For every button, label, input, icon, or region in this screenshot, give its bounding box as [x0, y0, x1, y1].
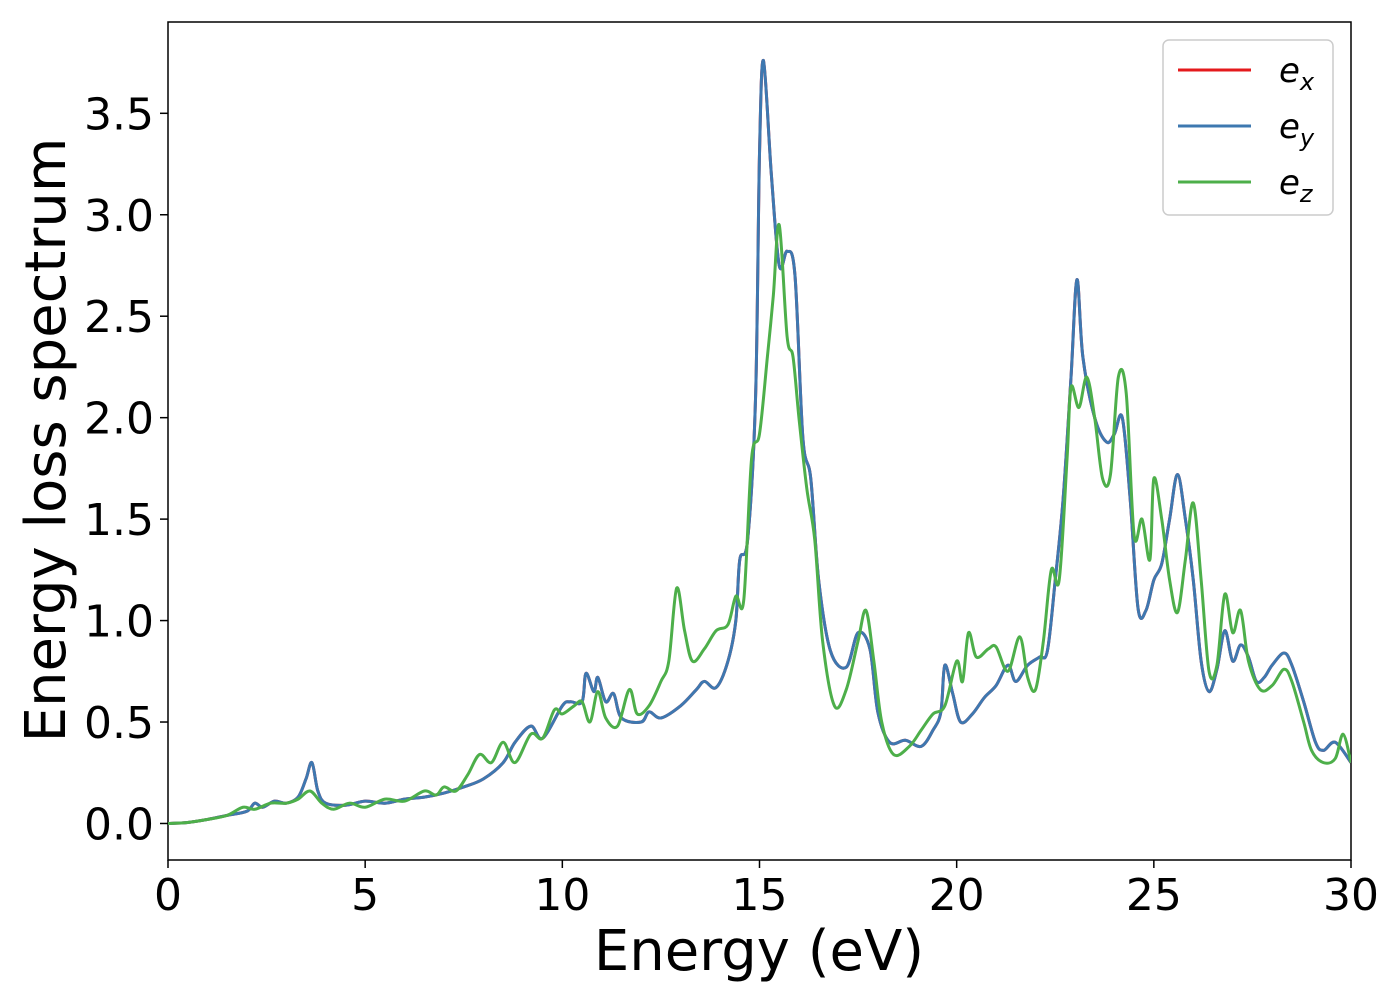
- y-tick-label: 2.5: [84, 292, 154, 343]
- series-layer: [168, 59, 1351, 825]
- x-tick-label: 15: [732, 870, 788, 921]
- legend-label-base: e: [1279, 51, 1300, 91]
- legend-item-e-z: ez: [1178, 163, 1314, 208]
- y-tick-label: 1.0: [84, 597, 154, 648]
- legend-label-subscript: z: [1299, 180, 1314, 208]
- legend-label-base: e: [1279, 107, 1300, 147]
- x-tick-label: 20: [929, 870, 985, 921]
- y-tick-label: 2.0: [84, 394, 154, 445]
- legend-item-e-x: ex: [1178, 51, 1315, 96]
- x-tick-label: 10: [534, 870, 590, 921]
- legend-label-subscript: y: [1299, 124, 1315, 152]
- x-axis-ticks: 0 5 10 15 20 25 30: [154, 860, 1379, 921]
- x-tick-label: 5: [351, 870, 379, 921]
- legend-label-subscript: x: [1299, 68, 1315, 96]
- legend-label-base: e: [1279, 163, 1300, 203]
- legend-label: ez: [1279, 163, 1314, 208]
- y-axis-ticks: 0.0 0.5 1.0 1.5 2.0 2.5 3.0 3.5: [84, 89, 168, 850]
- legend-label: ex: [1279, 51, 1315, 96]
- x-tick-label: 25: [1126, 870, 1182, 921]
- y-tick-label: 3.5: [84, 89, 154, 140]
- legend-item-e-y: ey: [1178, 107, 1315, 152]
- legend-label: ey: [1279, 107, 1315, 152]
- x-tick-label: 0: [154, 870, 182, 921]
- y-tick-label: 3.0: [84, 191, 154, 242]
- y-axis-label: Energy loss spectrum: [14, 138, 79, 743]
- y-tick-label: 0.0: [84, 799, 154, 850]
- x-tick-label: 30: [1323, 870, 1379, 921]
- x-axis-label: Energy (eV): [594, 919, 924, 984]
- series-line-e-z: [168, 223, 1351, 825]
- y-tick-label: 0.5: [84, 698, 154, 749]
- y-tick-label: 1.5: [84, 495, 154, 546]
